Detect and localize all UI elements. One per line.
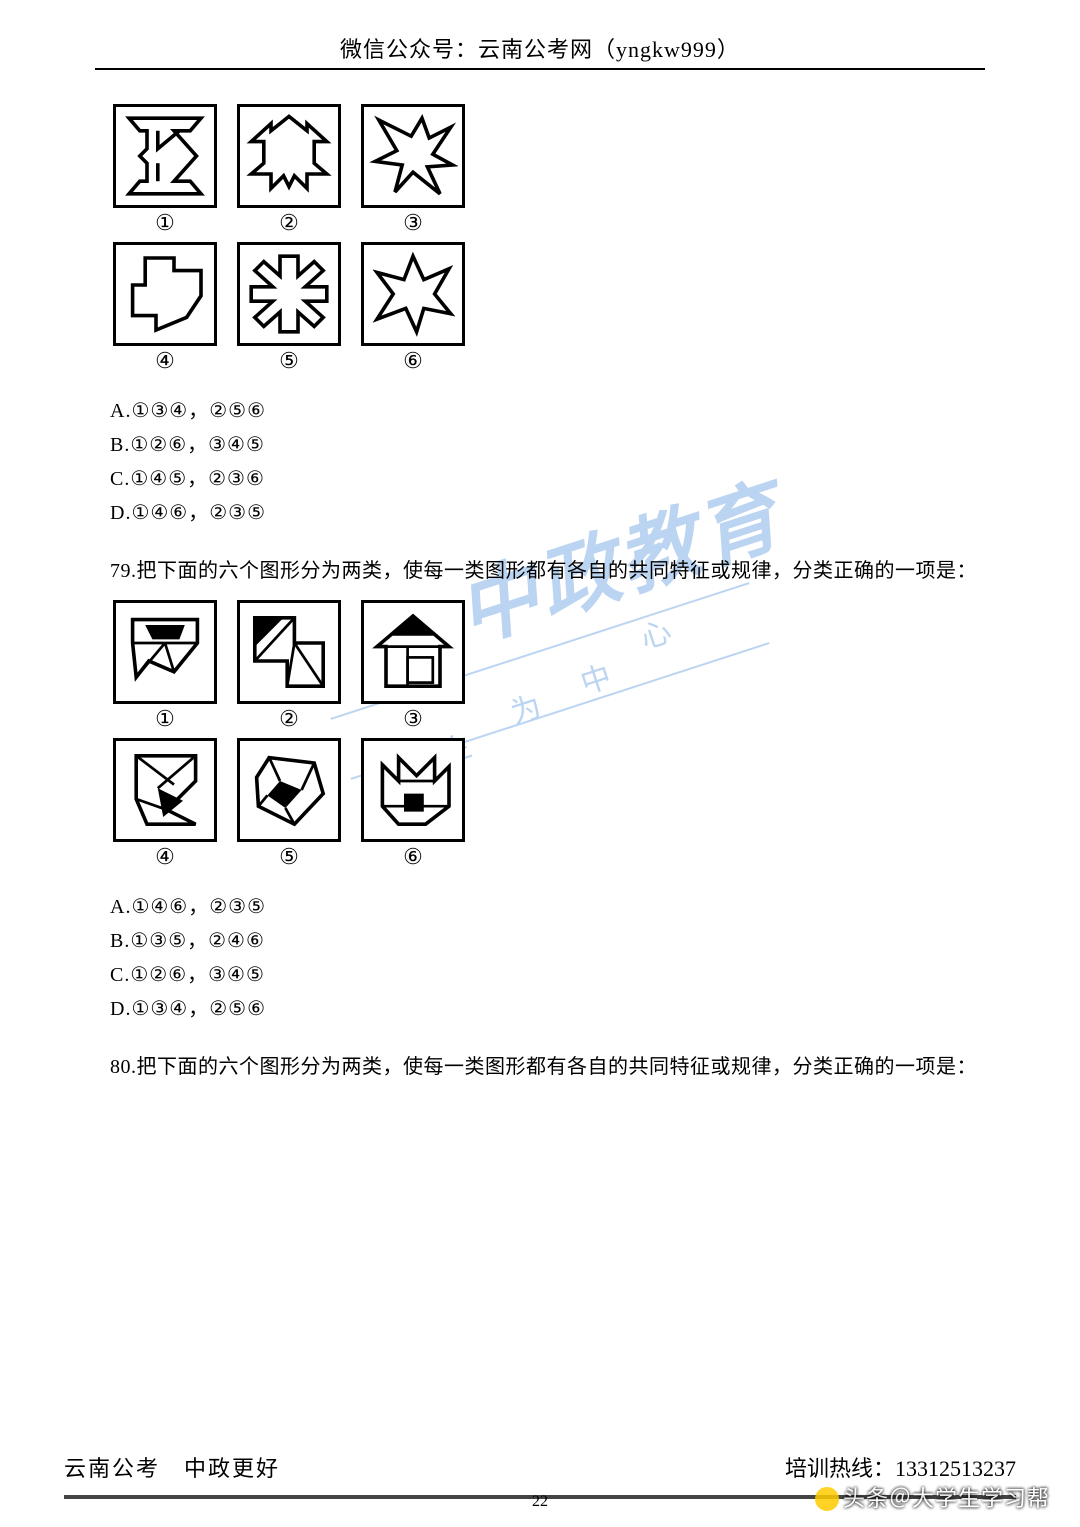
figure-label: ② <box>279 706 299 732</box>
q79-options: A.①④⑥，②③⑤ B.①③⑤，②④⑥ C.①②⑥，③④⑤ D.①③④，②⑤⑥ <box>110 890 985 1026</box>
q79-fig-3: ③ <box>358 600 468 738</box>
figure-label: ① <box>155 706 175 732</box>
page: 微信公众号：云南公考网（yngkw999） 中政教育 心 中 为 生 学 小 <box>0 0 1080 1527</box>
option-c: C.①②⑥，③④⑤ <box>110 958 985 992</box>
figure-label: ⑤ <box>279 348 299 374</box>
q78-options: A.①③④，②⑤⑥ B.①②⑥，③④⑤ C.①④⑤，②③⑥ D.①④⑥，②③⑤ <box>110 394 985 530</box>
q78-fig-1: ① <box>110 104 220 242</box>
option-b: B.①②⑥，③④⑤ <box>110 428 985 462</box>
q79-fig-5: ⑤ <box>234 738 344 876</box>
shape-snowflake <box>244 249 334 339</box>
q79-fig-6: ⑥ <box>358 738 468 876</box>
header-rule <box>95 68 985 70</box>
figure-label: ④ <box>155 348 175 374</box>
shape-tangram-1 <box>120 607 210 697</box>
shape-fold-4 <box>120 745 210 835</box>
toutiao-icon <box>815 1487 839 1511</box>
q80-text: 80.把下面的六个图形分为两类，使每一类图形都有各自的共同特征或规律，分类正确的… <box>110 1050 985 1084</box>
q78-fig-4: ④ <box>110 242 220 380</box>
shape-cat-6 <box>368 745 458 835</box>
option-c: C.①④⑤，②③⑥ <box>110 462 985 496</box>
q78-fig-6: ⑥ <box>358 242 468 380</box>
option-a: A.①④⑥，②③⑤ <box>110 890 985 924</box>
shape-tangram-2 <box>244 607 334 697</box>
option-a: A.①③④，②⑤⑥ <box>110 394 985 428</box>
shape-uparrow <box>244 111 334 201</box>
q78-fig-5: ⑤ <box>234 242 344 380</box>
q79-fig-1: ① <box>110 600 220 738</box>
option-d: D.①③④，②⑤⑥ <box>110 992 985 1026</box>
shape-k-outline <box>120 111 210 201</box>
q79-text: 79.把下面的六个图形分为两类，使每一类图形都有各自的共同特征或规律，分类正确的… <box>110 554 985 588</box>
shape-concave-star <box>368 111 458 201</box>
figure-label: ② <box>279 210 299 236</box>
option-b: B.①③⑤，②④⑥ <box>110 924 985 958</box>
figure-label: ⑤ <box>279 844 299 870</box>
q78-fig-2: ② <box>234 104 344 242</box>
shape-gem-5 <box>244 745 334 835</box>
figure-label: ⑥ <box>403 348 423 374</box>
figure-label: ③ <box>403 210 423 236</box>
q79-fig-2: ② <box>234 600 344 738</box>
attribution-text: 头条＠大学生学习帮 <box>843 1486 1050 1511</box>
page-header: 微信公众号：云南公考网（yngkw999） <box>95 32 985 64</box>
figure-label: ③ <box>403 706 423 732</box>
footer-left: 云南公考 中政更好 <box>64 1451 280 1483</box>
shape-house <box>368 607 458 697</box>
option-d: D.①④⑥，②③⑤ <box>110 496 985 530</box>
figure-label: ⑥ <box>403 844 423 870</box>
footer-right: 培训热线：13312513237 <box>785 1451 1016 1483</box>
attribution-overlay: 头条＠大学生学习帮 <box>815 1481 1050 1513</box>
figure-label: ① <box>155 210 175 236</box>
q78-figure-grid: ① ② <box>110 104 985 380</box>
q79-fig-4: ④ <box>110 738 220 876</box>
shape-fourstar <box>368 249 458 339</box>
q79-figure-grid: ① ② <box>110 600 985 876</box>
q78-fig-3: ③ <box>358 104 468 242</box>
content: ① ② <box>110 100 985 1096</box>
figure-label: ④ <box>155 844 175 870</box>
shape-block-poly <box>120 249 210 339</box>
